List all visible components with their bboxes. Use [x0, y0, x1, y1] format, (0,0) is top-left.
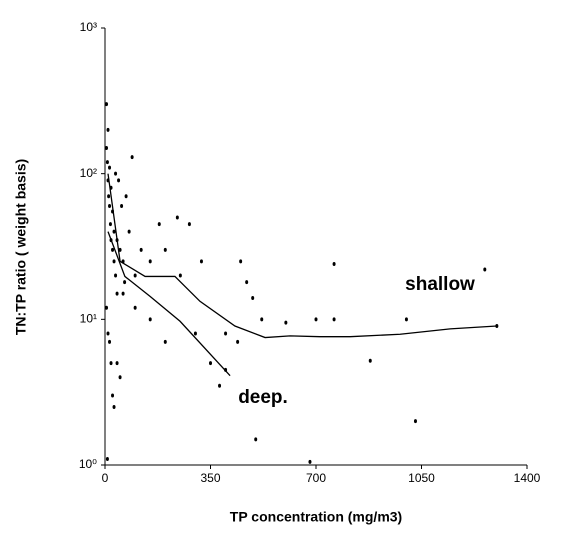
- point: [209, 361, 212, 366]
- point: [105, 146, 109, 151]
- y-tick-label: 10⁰: [79, 457, 97, 471]
- point: [105, 456, 109, 461]
- x-tick-label: 700: [306, 471, 326, 485]
- point: [105, 102, 109, 107]
- point: [120, 203, 124, 208]
- point: [163, 247, 167, 252]
- y-tick-label: 10²: [80, 166, 97, 180]
- point: [157, 222, 161, 227]
- point: [108, 222, 112, 227]
- point: [308, 459, 312, 464]
- x-axis-label: TP concentration (mg/m3): [230, 509, 402, 525]
- point: [224, 331, 228, 336]
- x-tick-label: 1050: [408, 471, 435, 485]
- point: [236, 339, 240, 344]
- point: [108, 165, 112, 170]
- point: [108, 339, 112, 344]
- point: [178, 273, 182, 278]
- point: [130, 155, 134, 160]
- x-tick-label: 1400: [514, 471, 541, 485]
- point: [314, 317, 318, 322]
- point: [413, 419, 417, 424]
- point: [123, 280, 127, 285]
- point: [163, 339, 167, 344]
- point: [118, 375, 122, 380]
- annotation: deep.: [238, 387, 288, 408]
- point: [118, 247, 122, 252]
- point: [108, 203, 112, 208]
- point: [107, 194, 111, 199]
- x-tick-label: 0: [102, 471, 109, 485]
- point: [115, 291, 119, 296]
- point: [114, 273, 118, 278]
- point: [117, 178, 121, 183]
- point: [239, 259, 243, 264]
- point: [148, 259, 152, 264]
- point: [133, 273, 137, 278]
- y-tick-label: 10³: [80, 20, 97, 34]
- point: [254, 437, 258, 442]
- point: [404, 317, 408, 322]
- point: [106, 331, 110, 336]
- point: [112, 405, 116, 410]
- point: [251, 296, 255, 301]
- point: [332, 317, 336, 322]
- point: [124, 194, 128, 199]
- point: [245, 280, 249, 285]
- point: [148, 317, 152, 322]
- point: [284, 320, 288, 325]
- point: [175, 215, 179, 220]
- point: [112, 229, 116, 234]
- y-axis-label: TN:TP ratio ( weight basis): [13, 159, 29, 335]
- point: [368, 358, 372, 363]
- point: [139, 247, 143, 252]
- point: [105, 160, 109, 165]
- point: [114, 171, 118, 176]
- point: [483, 267, 487, 272]
- point: [106, 127, 110, 132]
- point: [218, 383, 222, 388]
- point: [133, 305, 137, 310]
- point: [115, 361, 119, 366]
- x-tick-label: 350: [200, 471, 220, 485]
- point: [111, 247, 115, 252]
- point: [199, 259, 203, 264]
- point: [112, 259, 116, 264]
- point: [127, 229, 131, 234]
- y-tick-label: 10¹: [80, 312, 97, 326]
- annotation: shallow: [405, 274, 475, 295]
- point: [109, 361, 113, 366]
- point: [332, 261, 336, 266]
- point: [193, 331, 197, 336]
- point: [260, 317, 264, 322]
- point: [187, 222, 191, 227]
- point: [105, 305, 109, 310]
- point: [121, 291, 125, 296]
- trend-line: [107, 173, 497, 339]
- point: [111, 393, 115, 398]
- trend-line: [107, 231, 231, 377]
